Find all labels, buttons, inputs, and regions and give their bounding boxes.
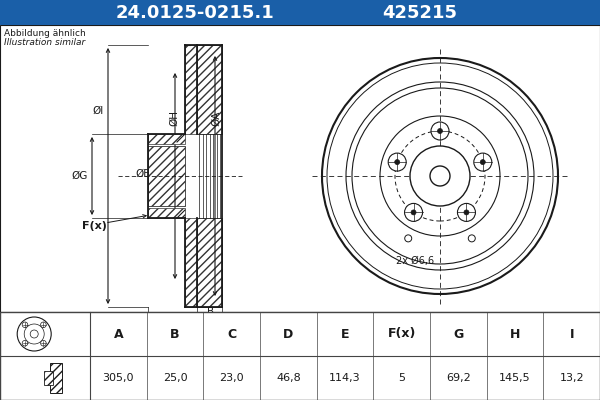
- Circle shape: [411, 210, 416, 215]
- Text: Illustration similar: Illustration similar: [4, 38, 85, 47]
- Circle shape: [480, 160, 485, 164]
- Text: Abbildung ähnlich: Abbildung ähnlich: [4, 29, 86, 38]
- Circle shape: [464, 210, 469, 215]
- Circle shape: [30, 330, 38, 338]
- Bar: [44, 371, 53, 385]
- Text: ØH: ØH: [169, 110, 179, 126]
- Text: A: A: [113, 328, 123, 340]
- Text: G: G: [453, 328, 463, 340]
- Text: D: D: [283, 328, 293, 340]
- Circle shape: [41, 322, 46, 328]
- Circle shape: [405, 235, 412, 242]
- Polygon shape: [148, 134, 185, 144]
- Text: 46,8: 46,8: [276, 373, 301, 383]
- Polygon shape: [197, 218, 222, 307]
- Text: 145,5: 145,5: [499, 373, 531, 383]
- Circle shape: [22, 322, 28, 328]
- Text: C (MTH): C (MTH): [225, 319, 266, 329]
- Text: D: D: [169, 331, 176, 341]
- Circle shape: [431, 122, 449, 140]
- Text: 305,0: 305,0: [103, 373, 134, 383]
- Polygon shape: [197, 45, 222, 134]
- Polygon shape: [185, 218, 197, 307]
- Circle shape: [41, 340, 46, 346]
- Circle shape: [430, 166, 450, 186]
- Text: H: H: [510, 328, 520, 340]
- Text: I: I: [569, 328, 574, 340]
- Bar: [197, 134, 222, 218]
- Circle shape: [388, 153, 406, 171]
- Circle shape: [468, 235, 475, 242]
- Bar: [50, 363, 62, 393]
- Text: E: E: [341, 328, 349, 340]
- Polygon shape: [148, 146, 185, 206]
- Text: 2x Ø6,6: 2x Ø6,6: [396, 256, 434, 266]
- Bar: [0, 312, 600, 400]
- Circle shape: [322, 58, 558, 294]
- Circle shape: [457, 204, 475, 222]
- Bar: [0, 0, 600, 25]
- Text: 25,0: 25,0: [163, 373, 187, 383]
- Polygon shape: [185, 45, 197, 134]
- Text: 114,3: 114,3: [329, 373, 361, 383]
- Bar: [0, 25, 600, 312]
- Text: ØE: ØE: [136, 169, 151, 179]
- Circle shape: [474, 153, 492, 171]
- Text: ØG: ØG: [71, 171, 88, 181]
- Text: B: B: [170, 328, 180, 340]
- Text: ØI: ØI: [93, 106, 104, 116]
- Text: 5: 5: [398, 373, 405, 383]
- Polygon shape: [148, 208, 185, 218]
- Text: 69,2: 69,2: [446, 373, 471, 383]
- Text: 24.0125-0215.1: 24.0125-0215.1: [116, 4, 274, 22]
- Text: ØA: ØA: [211, 111, 221, 126]
- Circle shape: [24, 324, 44, 344]
- Text: 13,2: 13,2: [559, 373, 584, 383]
- Text: F(x): F(x): [82, 221, 107, 231]
- Text: 23,0: 23,0: [220, 373, 244, 383]
- Text: B: B: [207, 307, 214, 317]
- Text: F(x): F(x): [388, 328, 416, 340]
- Circle shape: [404, 204, 422, 222]
- Circle shape: [17, 317, 51, 351]
- Circle shape: [395, 160, 400, 164]
- Circle shape: [380, 116, 500, 236]
- Text: C: C: [227, 328, 236, 340]
- Text: 425215: 425215: [383, 4, 458, 22]
- Circle shape: [22, 340, 28, 346]
- Circle shape: [410, 146, 470, 206]
- Circle shape: [437, 128, 443, 134]
